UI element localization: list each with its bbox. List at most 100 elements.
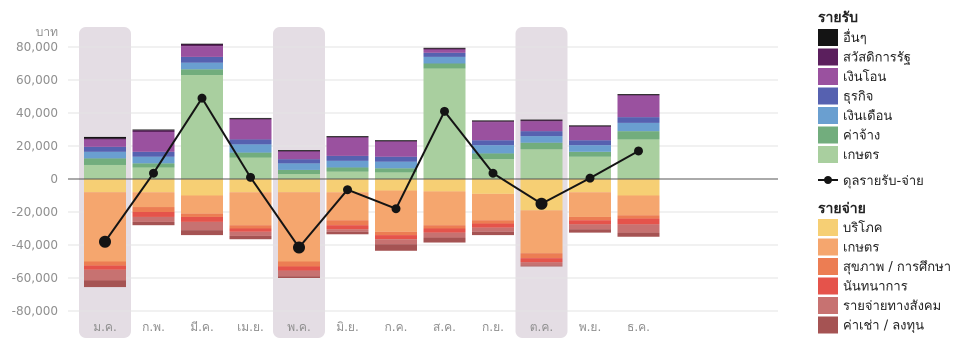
legend-swatch	[818, 316, 838, 334]
legend-label: รายจ่ายทางสังคม	[843, 299, 941, 314]
legend-label: เกษตร	[843, 241, 879, 256]
expense-bar-segment	[326, 231, 369, 235]
income-bar-segment	[472, 140, 514, 146]
y-tick-label: -20,000	[12, 205, 58, 219]
bar-group	[617, 94, 660, 237]
income-bar-segment	[181, 46, 223, 57]
expense-bar-segment	[229, 231, 272, 236]
income-bar-segment	[84, 151, 126, 159]
net-balance-point	[391, 204, 401, 214]
expense-bar-segment	[617, 224, 660, 233]
income-bar-segment	[229, 118, 272, 120]
net-balance-point	[343, 185, 352, 195]
net-balance-polyline	[104, 96, 639, 250]
legend-income-items: อื่นๆสวัสดิการรัฐเงินโอนธุรกิจเงินเดือนค…	[818, 29, 911, 163]
expense-bar-segment	[569, 224, 611, 230]
expense-bar-segment	[375, 235, 417, 240]
expense-bar-segment	[132, 179, 175, 193]
legend-swatch	[818, 297, 838, 314]
expense-bar-segment	[617, 179, 660, 196]
expense-bar-segment	[84, 280, 126, 288]
income-bar-segment	[229, 139, 272, 145]
income-bar-segment	[229, 119, 272, 140]
expense-bar-segment	[84, 179, 126, 193]
income-bar-segment	[132, 163, 175, 168]
income-bar-segment	[617, 131, 660, 140]
income-bar-segment	[84, 139, 126, 147]
expense-bar-segment	[181, 213, 223, 217]
income-bar-segment	[181, 43, 223, 45]
income-bar-segment	[326, 136, 369, 138]
income-bar-segment	[84, 164, 126, 179]
income-bar-segment	[84, 138, 126, 140]
bar-group	[181, 43, 223, 236]
income-bar-segment	[472, 121, 514, 123]
legend-swatch	[818, 68, 838, 85]
income-bar-segment	[472, 122, 514, 141]
income-bar-segment	[132, 156, 175, 164]
income-bar-segment	[520, 142, 563, 150]
expense-bar-segment	[278, 276, 320, 278]
expense-bar-segment	[617, 218, 660, 225]
expense-bar-segment	[326, 220, 369, 226]
income-bar-segment	[132, 129, 175, 131]
expense-bar-segment	[181, 179, 223, 196]
income-bar-segment	[326, 136, 369, 137]
expense-bar-segment	[375, 244, 417, 251]
legend-swatch	[818, 258, 838, 275]
expense-bar-segment	[84, 265, 126, 270]
expense-bar-segment	[617, 195, 660, 216]
legend-swatch	[818, 107, 838, 124]
expense-bar-segment	[520, 210, 563, 254]
legend-swatch	[818, 238, 838, 256]
income-bar-segment	[278, 163, 320, 170]
expense-bar-segment	[278, 270, 320, 277]
income-bar-segment	[181, 62, 223, 70]
x-tick-label: มิ.ย.	[336, 320, 359, 334]
net-balance-point	[99, 235, 111, 248]
income-bar-segment	[84, 158, 126, 165]
income-bar-segment	[326, 160, 369, 168]
x-tick-label: มี.ค.	[190, 320, 214, 334]
bar-group	[423, 47, 466, 243]
income-bar-segment	[375, 140, 417, 142]
income-bar-segment	[423, 56, 466, 64]
income-bar-segment	[520, 120, 563, 122]
legend: รายรับ อื่นๆสวัสดิการรัฐเงินโอนธุรกิจเงิ…	[818, 10, 951, 334]
expense-bar-segment	[278, 179, 320, 193]
income-bar-segment	[569, 127, 611, 141]
expense-bar-segment	[132, 216, 175, 222]
net-balance-point	[535, 197, 548, 210]
income-bar-segment	[569, 145, 611, 152]
y-tick-label: -80,000	[12, 304, 58, 318]
income-bar-segment	[375, 161, 417, 169]
legend-swatch	[818, 29, 838, 46]
expense-bar-segment	[423, 225, 466, 229]
income-bar-segment	[278, 150, 320, 152]
income-bar-segment	[278, 151, 320, 160]
bar-group	[472, 120, 514, 236]
expense-bar-segment	[375, 179, 417, 191]
expense-bar-segment	[472, 231, 514, 236]
expense-bar-segment	[229, 228, 272, 232]
income-bar-segment	[375, 141, 417, 157]
income-bar-segment	[181, 69, 223, 76]
net-balance-point	[149, 168, 158, 178]
legend-swatch	[818, 87, 838, 105]
net-balance-point	[197, 93, 207, 103]
income-bar-segment	[423, 49, 466, 53]
legend-net-item: ดุลรายรับ-จ่าย	[818, 174, 924, 189]
net-balance-point	[585, 173, 595, 183]
income-bar-segment	[375, 168, 417, 173]
expense-bar-segment	[423, 237, 466, 243]
income-bar-segment	[423, 47, 466, 49]
legend-label: สุขภาพ / การศึกษา	[843, 260, 951, 275]
income-bar-segment	[229, 157, 272, 179]
legend-swatch	[818, 219, 838, 236]
expense-bar-segment	[181, 195, 223, 214]
income-bar-segment	[520, 119, 563, 121]
y-tick-label: 60,000	[16, 73, 58, 87]
expense-bar-segment	[472, 193, 514, 221]
bar-group	[278, 150, 320, 278]
